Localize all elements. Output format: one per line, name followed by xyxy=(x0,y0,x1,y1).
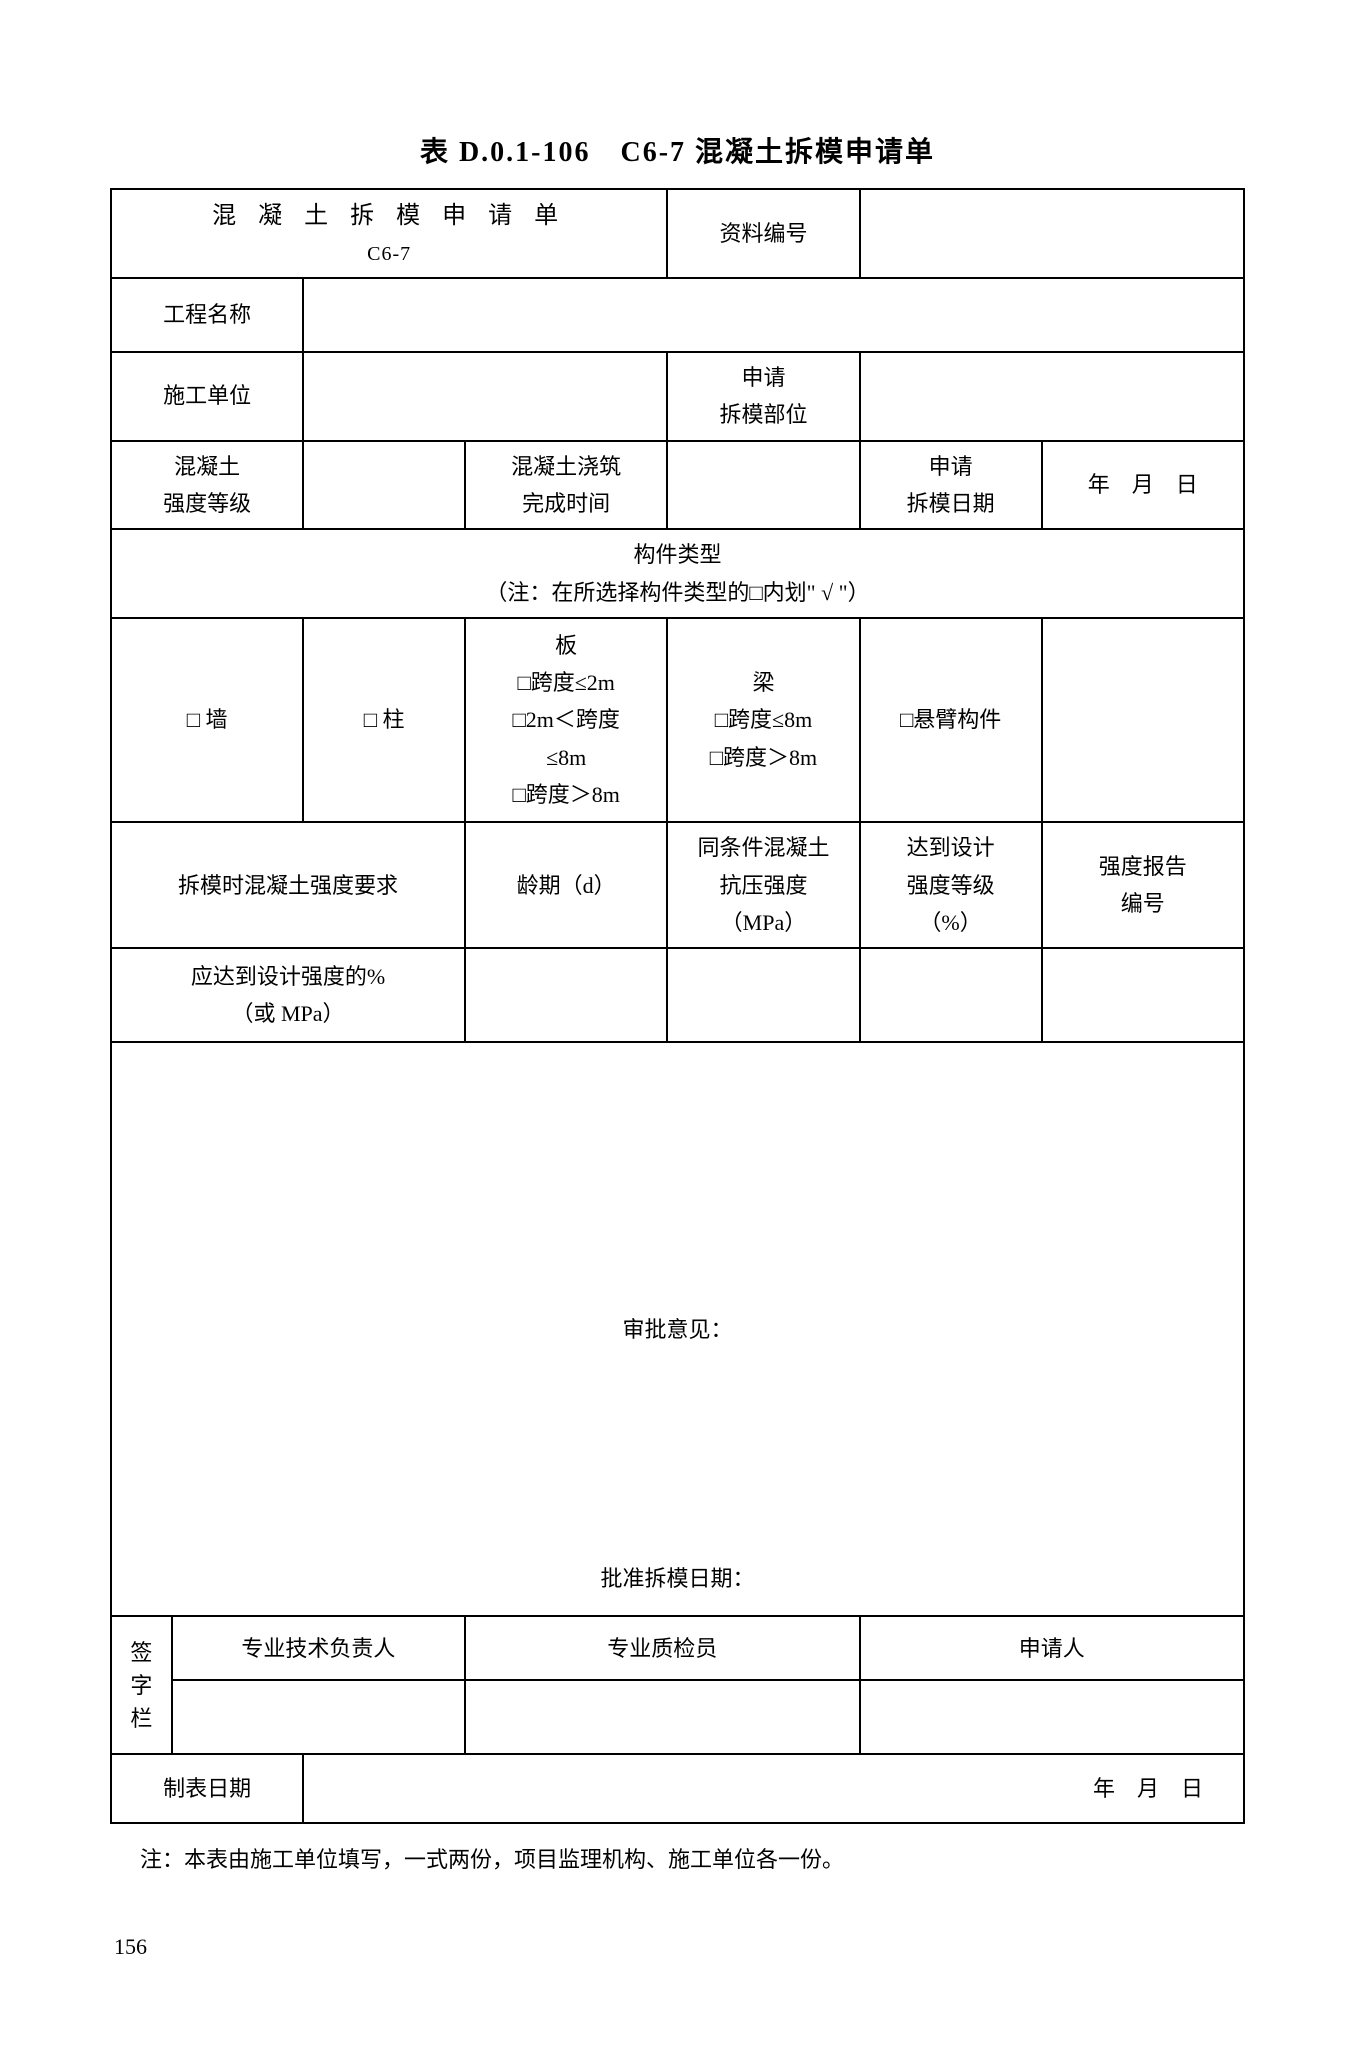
project-name-value[interactable] xyxy=(303,278,1244,352)
apply-date-label: 申请 拆模日期 xyxy=(860,441,1042,530)
approval-cell[interactable]: 审批意见： 批准拆模日期： xyxy=(111,1042,1244,1616)
doc-no-value[interactable] xyxy=(860,189,1244,278)
component-type-note: （注：在所选择构件类型的□内划" √ "） xyxy=(120,574,1235,611)
sign-col-2: 字 xyxy=(120,1669,163,1702)
form-date-value[interactable]: 年 月 日 xyxy=(303,1754,1244,1823)
contractor-value[interactable] xyxy=(303,352,667,441)
opt-beam-cell[interactable]: 梁 □跨度≤8m □跨度＞8m xyxy=(667,618,859,822)
opt-slab-2: □2m＜跨度 xyxy=(474,701,658,738)
pour-complete-label-1: 混凝土浇筑 xyxy=(474,448,658,485)
opt-cantilever[interactable]: □悬臂构件 xyxy=(860,618,1042,822)
sign-applicant-label: 申请人 xyxy=(860,1616,1244,1680)
opt-slab-title: 板 xyxy=(474,627,658,664)
apply-date-label-2: 拆模日期 xyxy=(869,485,1033,522)
opt-beam-1: □跨度≤8m xyxy=(676,701,850,738)
strength-req-label: 拆模时混凝土强度要求 xyxy=(111,822,465,948)
opt-slab-1: □跨度≤2m xyxy=(474,664,658,701)
age-value[interactable] xyxy=(465,948,667,1042)
apply-part-label-1: 申请 xyxy=(676,359,850,396)
opt-slab-2b: ≤8m xyxy=(474,739,658,776)
sign-tech-leader-label: 专业技术负责人 xyxy=(172,1616,465,1680)
same-cond-2: 抗压强度 xyxy=(676,867,850,904)
concrete-grade-label-2: 强度等级 xyxy=(120,485,294,522)
apply-date-label-1: 申请 xyxy=(869,448,1033,485)
concrete-grade-label: 混凝土 强度等级 xyxy=(111,441,303,530)
project-name-label: 工程名称 xyxy=(111,278,303,352)
reach-label: 达到设计 强度等级 （%） xyxy=(860,822,1042,948)
reach-3: （%） xyxy=(869,904,1033,941)
sign-applicant-value[interactable] xyxy=(860,1680,1244,1754)
page-title: 表 D.0.1-106 C6-7 混凝土拆模申请单 xyxy=(110,130,1245,170)
page-container: 表 D.0.1-106 C6-7 混凝土拆模申请单 混 凝 土 拆 模 申 请 … xyxy=(0,0,1355,2048)
age-label: 龄期（d） xyxy=(465,822,667,948)
report-1: 强度报告 xyxy=(1051,848,1235,885)
doc-no-label: 资料编号 xyxy=(667,189,859,278)
pour-complete-value[interactable] xyxy=(667,441,859,530)
concrete-grade-label-1: 混凝土 xyxy=(120,448,294,485)
opt-beam-2: □跨度＞8m xyxy=(676,739,850,776)
same-cond-3: （MPa） xyxy=(676,904,850,941)
form-code-text: C6-7 xyxy=(120,237,658,271)
approved-date-label: 批准拆模日期： xyxy=(112,1560,1243,1597)
approval-label: 审批意见： xyxy=(622,1317,732,1342)
opt-column[interactable]: □ 柱 xyxy=(303,618,465,822)
reach-value[interactable] xyxy=(860,948,1042,1042)
component-type-heading: 构件类型 xyxy=(120,536,1235,573)
apply-part-label-2: 拆模部位 xyxy=(676,396,850,433)
contractor-label: 施工单位 xyxy=(111,352,303,441)
opt-wall[interactable]: □ 墙 xyxy=(111,618,303,822)
sign-qc-label: 专业质检员 xyxy=(465,1616,860,1680)
reach-2: 强度等级 xyxy=(869,867,1033,904)
component-type-heading-cell: 构件类型 （注：在所选择构件类型的□内划" √ "） xyxy=(111,529,1244,618)
report-2: 编号 xyxy=(1051,885,1235,922)
same-cond-value[interactable] xyxy=(667,948,859,1042)
sign-qc-value[interactable] xyxy=(465,1680,860,1754)
sign-tech-leader-value[interactable] xyxy=(172,1680,465,1754)
concrete-grade-value[interactable] xyxy=(303,441,465,530)
form-date-label: 制表日期 xyxy=(111,1754,303,1823)
same-cond-1: 同条件混凝土 xyxy=(676,829,850,866)
opt-slab-cell[interactable]: 板 □跨度≤2m □2m＜跨度 ≤8m □跨度＞8m xyxy=(465,618,667,822)
pour-complete-label: 混凝土浇筑 完成时间 xyxy=(465,441,667,530)
should-reach-2: （或 MPa） xyxy=(120,995,456,1032)
same-cond-label: 同条件混凝土 抗压强度 （MPa） xyxy=(667,822,859,948)
opt-beam-title: 梁 xyxy=(676,664,850,701)
report-value[interactable] xyxy=(1042,948,1244,1042)
apply-part-label: 申请 拆模部位 xyxy=(667,352,859,441)
apply-date-value[interactable]: 年 月 日 xyxy=(1042,441,1244,530)
sign-col-1: 签 xyxy=(120,1636,163,1669)
form-title-cell: 混 凝 土 拆 模 申 请 单 C6-7 xyxy=(111,189,667,278)
opt-empty[interactable] xyxy=(1042,618,1244,822)
sign-col-3: 栏 xyxy=(120,1702,163,1735)
pour-complete-label-2: 完成时间 xyxy=(474,485,658,522)
should-reach-label: 应达到设计强度的% （或 MPa） xyxy=(111,948,465,1042)
opt-slab-3: □跨度＞8m xyxy=(474,776,658,813)
form-table: 混 凝 土 拆 模 申 请 单 C6-7 资料编号 工程名称 施工单位 申请 拆… xyxy=(110,188,1245,1824)
sign-col-label: 签 字 栏 xyxy=(111,1616,172,1754)
apply-part-value[interactable] xyxy=(860,352,1244,441)
report-label: 强度报告 编号 xyxy=(1042,822,1244,948)
should-reach-1: 应达到设计强度的% xyxy=(120,958,456,995)
page-number: 156 xyxy=(110,1934,1245,1960)
form-title-text: 混 凝 土 拆 模 申 请 单 xyxy=(120,196,658,237)
reach-1: 达到设计 xyxy=(869,829,1033,866)
footnote: 注：本表由施工单位填写，一式两份，项目监理机构、施工单位各一份。 xyxy=(110,1842,1245,1874)
